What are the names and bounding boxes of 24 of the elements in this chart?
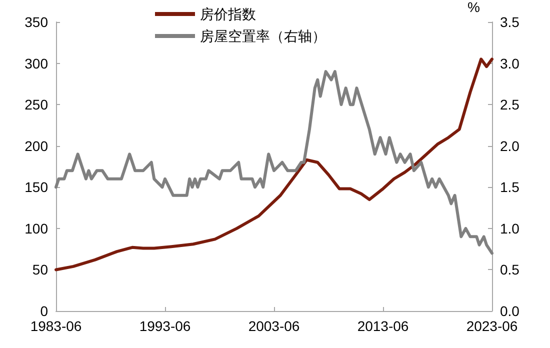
x-tick-label: 1993-06 [139,318,191,334]
y-tick-label: 0 [40,303,48,319]
y-tick-label: 50 [32,262,48,278]
y-tick-label: 100 [24,220,48,236]
x-tick-label: 2023-06 [466,318,518,334]
x-tick-label: 1983-06 [30,318,82,334]
legend-label: 房屋空置率（右轴） [200,28,326,44]
y2-tick-label: 0.0 [500,303,520,319]
y2-tick-label: 2.5 [500,96,520,113]
y2-tick-label: 3.5 [500,14,520,30]
y2-tick-label: 2.0 [500,138,520,154]
x-tick-label: 2003-06 [248,318,300,334]
y2-tick-label: 0.5 [500,262,520,278]
y-tick-label: 250 [24,96,48,113]
y2-tick-label: 1.5 [500,179,520,196]
legend-label: 房价指数 [200,6,256,22]
y-tick-label: 300 [24,55,48,72]
y-tick-label: 150 [24,179,48,196]
y2-tick-label: 1.0 [500,220,520,236]
y2-tick-label: 3.0 [500,55,520,72]
y-tick-label: 350 [24,14,48,30]
y2-axis-title: % [468,0,480,15]
x-tick-label: 2013-06 [357,318,409,334]
y-tick-label: 200 [24,138,48,154]
